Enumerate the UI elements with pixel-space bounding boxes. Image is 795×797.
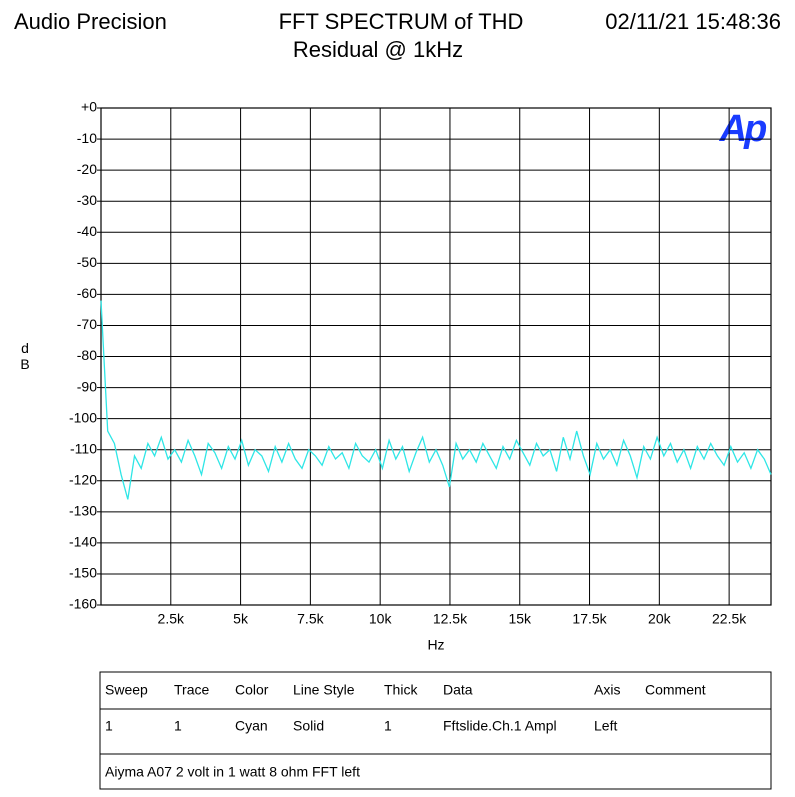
logo: Ap [719,108,766,150]
y-tick-label: -20 [77,161,97,177]
table-cell: 1 [174,718,182,734]
table-cell: Cyan [235,718,268,734]
y-tick-label: -100 [69,409,97,425]
y-axis-label: dB [17,340,33,372]
y-tick-label: -160 [69,596,97,612]
x-tick-label: 22.5k [712,611,747,627]
y-tick-label: -150 [69,565,97,581]
y-tick-label: -60 [77,285,97,301]
plot-frame [100,107,772,606]
table-header: Data [443,682,473,698]
y-tick-label: -140 [69,534,97,550]
table-header: Trace [174,682,209,698]
table-cell: 1 [384,718,392,734]
x-tick-label: 2.5k [158,611,185,627]
x-tick-label: 20k [648,611,672,627]
chart-title: FFT SPECTRUM of THD [279,9,524,34]
y-tick-label: -80 [77,347,97,363]
x-tick-label: 15k [508,611,532,627]
y-tick-label: -40 [77,223,97,239]
x-tick-label: 12.5k [433,611,468,627]
y-tick-label: -70 [77,316,97,332]
y-tick-label: -130 [69,503,97,519]
y-tick-label: +0 [81,99,97,115]
x-axis-label: Hz [427,637,444,653]
y-tick-label: -50 [77,254,97,270]
legend-table-frame [99,671,772,790]
x-tick-label: 17.5k [572,611,607,627]
y-tick-label: -110 [70,440,97,456]
x-tick-label: 10k [369,611,393,627]
table-cell: 1 [105,718,113,734]
x-tick-label: 5k [233,611,249,627]
x-tick-label: 7.5k [297,611,324,627]
table-header: Line Style [293,682,355,698]
timestamp: 02/11/21 15:48:36 [605,9,781,34]
chart-subtitle: Residual @ 1kHz [293,37,463,62]
table-cell: Left [594,718,617,734]
table-note: Aiyma A07 2 volt in 1 watt 8 ohm FFT lef… [105,764,360,780]
brand: Audio Precision [14,9,167,34]
table-header: Color [235,682,269,698]
table-header: Thick [384,682,418,698]
y-tick-label: -30 [77,192,97,208]
table-cell: Fftslide.Ch.1 Ampl [443,718,557,734]
y-tick-label: -90 [77,378,97,394]
y-tick-label: -120 [69,471,97,487]
spectrum-line [100,300,772,500]
table-header: Axis [594,682,620,698]
y-tick-label: -10 [77,130,97,146]
table-header: Sweep [105,682,148,698]
table-cell: Solid [293,718,324,734]
table-header: Comment [645,682,706,698]
